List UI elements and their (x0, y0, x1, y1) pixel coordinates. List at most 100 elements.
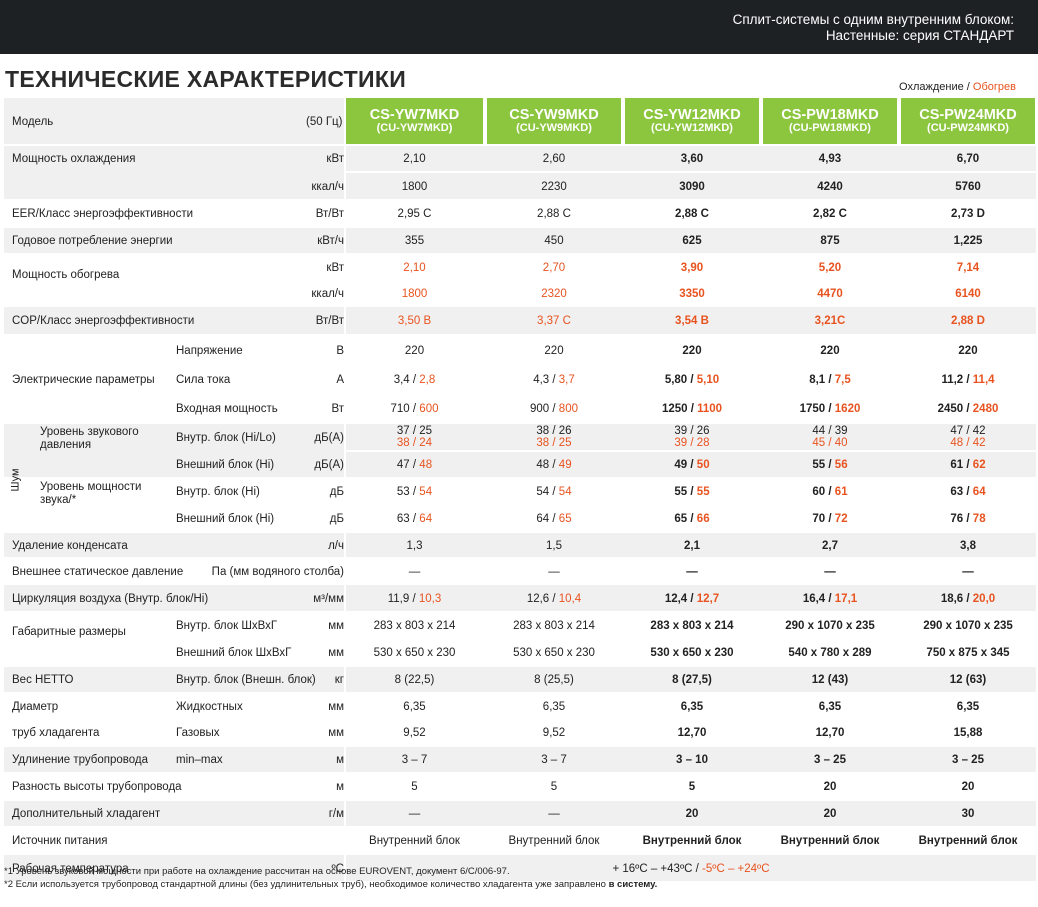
value-cell: 64 / 65 (487, 513, 621, 526)
value-heat: 78 (972, 513, 986, 525)
row-unit: В (336, 344, 344, 357)
model-header-5: CS-PW24MKD (CU-PW24MKD) (901, 98, 1035, 144)
value-heat: 64 (419, 513, 433, 525)
value-cool: 4240 (817, 180, 843, 193)
value-cell: 220 (346, 345, 483, 358)
row-label-bg (4, 255, 344, 305)
row-label: EER/Класс энергоэффективности (12, 208, 194, 220)
value-cell: 20 (763, 808, 897, 821)
row-value-bg (346, 424, 1036, 450)
value-cell: 2,70 (487, 262, 621, 275)
row-value-bg (346, 146, 1036, 171)
row-unit: мм (328, 700, 344, 713)
row-label-bg (4, 146, 344, 199)
footnote-2: *2 Если используется трубопровод стандар… (4, 879, 657, 890)
value-cell: 2,1 (625, 540, 759, 553)
value-cell: 4,3 / 3,7 (487, 374, 621, 387)
value-cell: 3,4 / 2,8 (346, 374, 483, 387)
value-heat: 3,7 (558, 374, 575, 386)
value-cell: 2320 (487, 288, 621, 301)
legend-sep: / (963, 81, 973, 93)
value-cell: 3 – 7 (346, 754, 483, 767)
value-cool: 55 / (674, 486, 697, 498)
value-cell: 2,82 C (763, 208, 897, 221)
legend-cool: Охлаждение (899, 81, 964, 93)
model-name: CS-YW7MKD (369, 107, 460, 123)
value-cell: 4470 (763, 288, 897, 301)
row-value-bg (346, 855, 1036, 881)
model-name: CS-PW24MKD (919, 107, 1017, 123)
value-heat: 66 (696, 513, 710, 525)
value-cell: 76 / 78 (901, 513, 1035, 526)
value-cool: 8 (22,5) (394, 674, 435, 686)
value-cool: 1,225 (953, 235, 983, 247)
value-heat: 1100 (697, 403, 723, 415)
value-heat: 3,50 B (397, 315, 432, 327)
value-cell: 2,88 C (487, 208, 621, 221)
value-cool: 12 (43) (811, 674, 849, 686)
value-heat: 4470 (817, 288, 843, 300)
value-cool: 3,4 / (393, 374, 420, 386)
value-cell: 48 / 49 (487, 459, 621, 472)
value-cool: 15,88 (953, 727, 983, 739)
value-heat: 1800 (401, 288, 428, 300)
value-cell: 4240 (763, 181, 897, 194)
temp-heat: -5ºC – +24ºC (702, 862, 770, 875)
value-cell: 12,4 / 12,7 (625, 593, 759, 606)
value-cool: 220 (682, 344, 702, 357)
value-cool: 2,73 D (951, 208, 985, 220)
row-unit: дБ (329, 486, 344, 498)
value-heat: 3350 (679, 288, 705, 300)
value-cool: 283 x 803 x 214 (373, 620, 456, 632)
row-sublabel: Внутр. блок (Hi/Lo) (176, 431, 276, 444)
value-cell: 47 / 42 48 / 42 (901, 425, 1035, 450)
value-cool: 355 (404, 235, 425, 247)
row-value-bg (346, 479, 1036, 504)
value-cell: 8,1 / 7,5 (763, 374, 897, 387)
value-heat: 56 (834, 459, 848, 471)
row-sublabel: Напряжение (176, 344, 243, 357)
value-cell: 5,20 (763, 262, 897, 275)
value-heat: 10,3 (418, 592, 442, 605)
row-label: Уровень звукового давления (40, 426, 139, 451)
model-outdoor: (CU-YW7MKD) (376, 122, 453, 134)
row-label-bg (4, 307, 344, 334)
value-heat: 54 (558, 486, 572, 498)
value-cool: 3 – 7 (401, 754, 428, 766)
row-label-bg (4, 585, 344, 611)
row-unit: Вт/Вт (315, 208, 344, 220)
row-label: Габаритные размеры (12, 626, 126, 638)
value-heat: 7,14 (956, 262, 980, 274)
value-cell: 5,80 / 5,10 (625, 374, 759, 387)
value-cool: 1800 (401, 180, 428, 193)
row-unit: ккал/ч (311, 180, 344, 193)
row-value-bg (346, 452, 1036, 477)
row-label: Мощность охлаждения (12, 153, 136, 165)
row-value-bg (346, 366, 1036, 393)
value-cool: 12,70 (677, 727, 707, 739)
value-cool: 64 / (536, 513, 559, 525)
row-value-bg (346, 395, 1036, 422)
value-cell: 12 (43) (763, 674, 897, 687)
value-cell: 12,70 (625, 727, 759, 740)
footnote-2-text: *2 Если используется трубопровод стандар… (4, 879, 609, 890)
value-cool: 47 / (396, 459, 420, 471)
value-cell: 2450 / 2480 (901, 403, 1035, 416)
value-heat: 11,4 (972, 374, 995, 386)
value-cool: 220 (958, 344, 978, 357)
value-cell: 710 / 600 (346, 403, 483, 416)
model-header-2: CS-YW9MKD (CU-YW9MKD) (487, 98, 621, 144)
row-value-bg (346, 282, 1036, 305)
value-heat: 50 (696, 459, 710, 471)
value-cell: 355 (346, 235, 483, 248)
value-cell: 12 (63) (901, 674, 1035, 687)
value-cool: 53 / (396, 486, 420, 498)
value-cell: 625 (625, 235, 759, 248)
row-label-bg (4, 336, 344, 422)
row-unit: Вт (331, 403, 344, 415)
value-cell: 3,60 (625, 153, 759, 166)
top-banner: Сплит-системы с одним внутренним блоком:… (0, 0, 1038, 54)
value-cool: 12,70 (815, 727, 845, 739)
row-unit: дБ(А) (314, 431, 344, 444)
value-heat: 5,20 (818, 262, 842, 274)
